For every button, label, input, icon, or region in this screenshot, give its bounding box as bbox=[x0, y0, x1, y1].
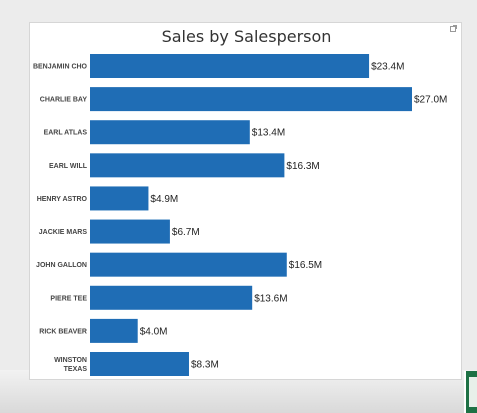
data-label: $8.3M bbox=[191, 360, 219, 371]
bar[interactable] bbox=[90, 87, 412, 112]
category-label: HENRY ASTRO bbox=[37, 196, 88, 203]
category-label: JACKIE MARS bbox=[39, 229, 88, 236]
data-label: $6.7M bbox=[172, 227, 200, 238]
data-label: $4.9M bbox=[150, 194, 178, 205]
bar[interactable] bbox=[90, 252, 287, 277]
bar[interactable] bbox=[90, 318, 138, 343]
excel-icon[interactable] bbox=[464, 371, 477, 413]
data-label: $4.0M bbox=[140, 326, 168, 337]
bar[interactable] bbox=[90, 120, 250, 145]
chart-card: Sales by Salesperson BENJAMIN CHO $23.4M C… bbox=[29, 22, 462, 380]
data-label: $13.6M bbox=[254, 293, 287, 304]
category-label: JOHN GALLON bbox=[36, 262, 87, 269]
category-label: BENJAMIN CHO bbox=[33, 64, 88, 71]
chart-title: Sales by Salesperson bbox=[161, 27, 332, 46]
data-label: $23.4M bbox=[371, 62, 404, 73]
bar-chart: BENJAMIN CHO $23.4M CHARLIE BAY $27.0M EARL … bbox=[33, 54, 447, 376]
category-label: WINSTON TEXAS bbox=[54, 357, 87, 373]
data-label: $13.4M bbox=[252, 128, 285, 139]
data-label: $27.0M bbox=[414, 95, 447, 106]
category-label: EARL WILL bbox=[49, 163, 88, 170]
category-label: RICK BEAVER bbox=[39, 328, 87, 335]
data-label: $16.3M bbox=[286, 161, 319, 172]
category-label: PIERE TEE bbox=[50, 295, 87, 302]
bar[interactable] bbox=[90, 186, 149, 211]
bar[interactable] bbox=[90, 219, 170, 244]
bar[interactable] bbox=[90, 352, 189, 376]
bar[interactable] bbox=[90, 285, 253, 310]
bar[interactable] bbox=[90, 153, 285, 178]
category-label: EARL ATLAS bbox=[44, 130, 88, 137]
category-label: CHARLIE BAY bbox=[40, 97, 88, 104]
expand-icon[interactable] bbox=[450, 25, 457, 32]
data-label: $16.5M bbox=[289, 260, 322, 271]
bar[interactable] bbox=[90, 54, 370, 78]
